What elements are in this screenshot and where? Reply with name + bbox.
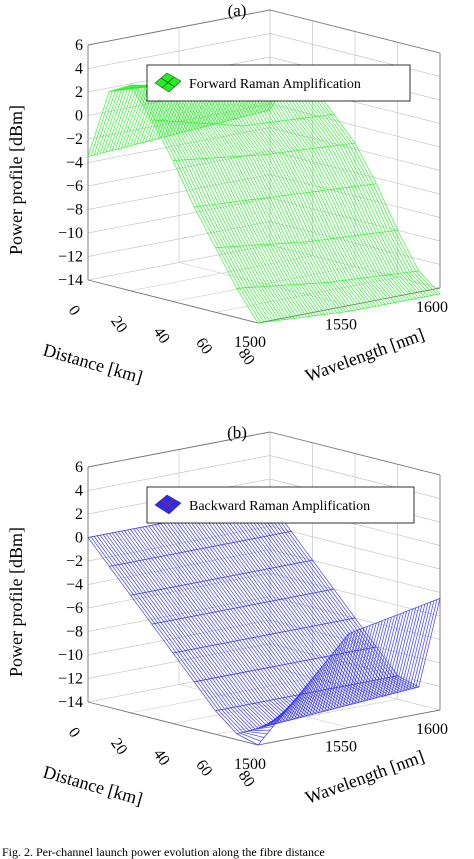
z-tick-label: 0 — [75, 530, 83, 547]
surface-distance-line — [215, 675, 398, 712]
z-tick-label: −8 — [66, 624, 83, 641]
y-tick-label: 1550 — [325, 317, 357, 334]
axis-frame-line — [87, 279, 259, 324]
axis-frame-line — [257, 287, 441, 324]
z-axis-label: Power profile [dBm] — [6, 527, 26, 677]
z-tick-label: −14 — [58, 694, 83, 711]
z-tick-label: −4 — [66, 155, 83, 172]
surface-distance-line — [215, 229, 398, 248]
z-tick-label: −2 — [66, 553, 83, 570]
axis-frame-line — [87, 431, 271, 468]
x-tick-label: 20 — [107, 313, 130, 336]
panel-label: (a) — [228, 1, 247, 20]
axis-frame-line — [87, 9, 271, 46]
y-tick-label: 1600 — [416, 299, 448, 316]
surface-distance-line — [109, 531, 292, 567]
x-tick-label: 40 — [150, 324, 173, 347]
z-tick-label: −12 — [58, 671, 83, 688]
surface-distance-line — [151, 588, 334, 625]
legend-box — [146, 486, 415, 524]
grid-line — [87, 9, 441, 54]
z-tick-label: −8 — [66, 202, 83, 219]
z-tick-label: 4 — [75, 61, 83, 78]
z-tick-label: 4 — [75, 483, 83, 500]
z-axis-label: Power profile [dBm] — [6, 105, 26, 255]
surface-distance-line — [172, 142, 356, 161]
figure-caption: Fig. 2. Per-channel launch power evoluti… — [2, 845, 325, 859]
x-axis-label: Distance [km] — [41, 762, 145, 809]
grid-line — [87, 431, 441, 476]
z-tick-label: −10 — [58, 647, 83, 664]
y-tick-label: 1550 — [325, 739, 357, 756]
x-tick-label: 80 — [235, 346, 258, 369]
y-tick-label: 1500 — [234, 334, 266, 351]
x-tick-label: 40 — [150, 746, 173, 769]
x-tick-label: 60 — [192, 335, 215, 358]
axis-frame-line — [269, 431, 441, 476]
z-tick-label: −6 — [66, 600, 83, 617]
x-axis-label: Distance [km] — [41, 340, 145, 387]
grid-line — [178, 262, 350, 306]
y-axis-label: Wavelength [nm] — [303, 746, 427, 808]
z-tick-label: −2 — [66, 131, 83, 148]
surface-distance-line — [87, 109, 271, 157]
legend-label: Forward Raman Amplification — [189, 77, 361, 92]
y-tick-label: 1500 — [234, 756, 266, 773]
z-tick-label: 6 — [75, 459, 83, 476]
z-tick-label: −4 — [66, 577, 83, 594]
grid-line — [178, 684, 350, 728]
x-tick-label: 80 — [235, 768, 258, 791]
legend-swatch-line — [161, 76, 175, 89]
surface-distance-line — [151, 113, 334, 127]
surface-distance-line — [194, 646, 377, 683]
legend-swatch-line — [161, 498, 175, 511]
x-tick-label: 60 — [192, 757, 215, 780]
x-tick-label: 0 — [65, 725, 84, 741]
z-tick-label: −10 — [58, 225, 83, 242]
surface-distance-line — [130, 559, 313, 596]
legend-label: Backward Raman Amplification — [189, 499, 370, 514]
z-tick-label: −14 — [58, 272, 83, 289]
surface-distance-line — [194, 183, 377, 208]
z-tick-label: 2 — [75, 84, 83, 101]
axis-frame-line — [269, 9, 441, 54]
surface-distance-line — [257, 598, 441, 746]
z-tick-label: −6 — [66, 178, 83, 195]
z-tick-label: 6 — [75, 37, 83, 54]
surface-distance-line — [236, 270, 419, 289]
z-tick-label: −12 — [58, 249, 83, 266]
x-tick-label: 20 — [107, 735, 130, 758]
legend-box — [146, 64, 411, 102]
panel-label: (b) — [227, 423, 247, 442]
axis-frame-line — [257, 709, 441, 746]
axis-frame-line — [87, 701, 259, 746]
z-tick-label: 2 — [75, 506, 83, 523]
x-tick-label: 0 — [65, 303, 84, 319]
z-tick-label: 0 — [75, 108, 83, 125]
y-axis-label: Wavelength [nm] — [303, 324, 427, 386]
y-tick-label: 1600 — [416, 721, 448, 738]
surface-distance-line — [257, 293, 441, 324]
surface-distance-line — [236, 686, 419, 735]
surface-distance-line — [172, 617, 356, 654]
